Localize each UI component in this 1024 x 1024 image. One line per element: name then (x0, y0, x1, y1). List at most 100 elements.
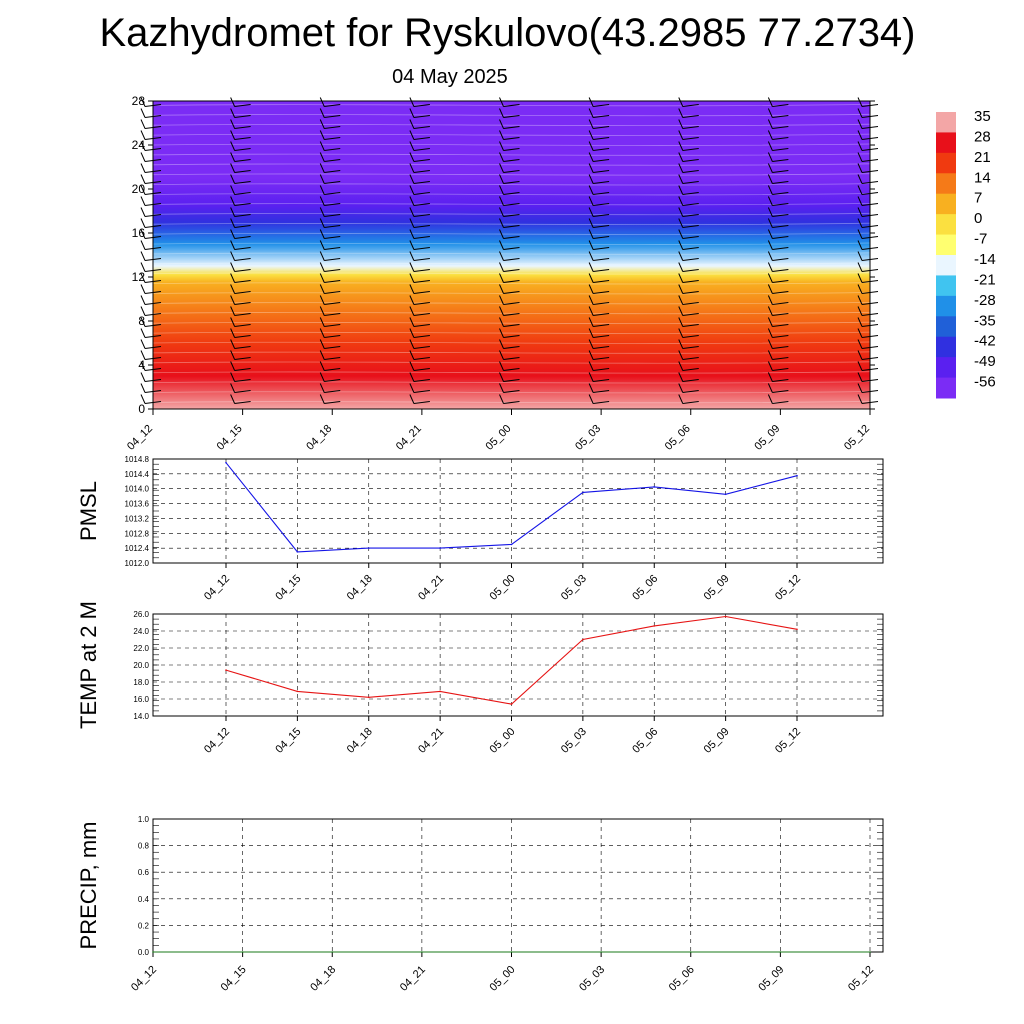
data-point (296, 551, 299, 553)
wind-barb (678, 317, 699, 327)
wind-barb (678, 97, 699, 107)
wind-barb (230, 108, 251, 118)
wind-barb (230, 372, 251, 382)
wind-barb (319, 163, 341, 173)
wind-barb (319, 152, 341, 162)
wind-barb (588, 196, 610, 206)
wind-barb (230, 218, 251, 228)
wind-barb (409, 185, 430, 195)
y-tick-label: 12 (132, 270, 146, 284)
y-axis-title: PMSL (76, 481, 101, 541)
isotherm-line (152, 371, 871, 374)
y-tick-label: 22.0 (133, 644, 149, 653)
wind-barb (588, 141, 610, 151)
wind-barb (678, 207, 699, 217)
colorbar-segment (936, 214, 956, 236)
wind-barb (230, 394, 251, 404)
y-tick-label: 1014.4 (125, 470, 150, 479)
wind-barb (499, 229, 520, 239)
wind-barb (409, 262, 430, 272)
y-tick-label: 28 (132, 94, 146, 108)
isotherm-line (152, 262, 871, 265)
wind-barb (409, 361, 430, 371)
wind-barb (499, 174, 520, 184)
x-tick-label: 05_00 (484, 423, 514, 453)
wind-barb (767, 361, 789, 371)
wind-barb (767, 328, 789, 338)
colorbar-segment (936, 357, 956, 379)
wind-barb (499, 273, 520, 283)
wind-barb (319, 383, 341, 393)
data-point (421, 951, 423, 953)
wind-barb (767, 273, 789, 283)
wind-barb (319, 185, 341, 195)
y-tick-label: 26.0 (133, 610, 149, 619)
wind-barb (588, 229, 610, 239)
wind-barb (230, 328, 251, 338)
data-point (225, 669, 227, 671)
colorbar-segment (936, 234, 956, 256)
wind-barb (499, 295, 520, 305)
wind-barb (230, 262, 251, 272)
x-tick-label: 04_12 (129, 964, 159, 994)
wind-barb (767, 97, 789, 107)
wind-barb (499, 361, 520, 371)
wind-barb (319, 273, 341, 283)
wind-barb (499, 185, 520, 195)
wind-barb (767, 350, 789, 360)
x-tick-label: 05_03 (559, 573, 589, 603)
y-tick-label: 0.4 (138, 895, 150, 904)
data-point (653, 625, 656, 627)
data-point (225, 461, 227, 464)
wind-barb (230, 361, 251, 371)
colorbar-label: -42 (974, 333, 996, 350)
isotherm-line (152, 183, 871, 186)
wind-barb (678, 185, 699, 195)
isotherm-line (152, 282, 871, 285)
wind-barb (678, 372, 699, 382)
wind-barb (319, 108, 341, 118)
wind-barb (409, 196, 430, 206)
wind-barb (499, 251, 520, 261)
wind-barb (409, 350, 430, 360)
data-point (439, 690, 441, 693)
wind-barb (409, 372, 430, 382)
y-tick-label: 0.2 (138, 921, 150, 930)
isotherm-line (152, 331, 871, 334)
wind-barb (409, 284, 430, 294)
colorbar-label: 7 (974, 190, 982, 207)
wind-barb (588, 350, 610, 360)
wind-barb (767, 130, 789, 140)
x-tick-label: 04_21 (394, 423, 424, 453)
wind-barb (678, 295, 699, 305)
wind-barb (767, 262, 789, 272)
wind-barb (767, 229, 789, 239)
x-tick-label: 05_09 (752, 423, 782, 453)
wind-barb (499, 262, 520, 272)
wind-barb (319, 218, 341, 228)
data-point (689, 951, 692, 953)
colorbar-segment (936, 275, 956, 297)
wind-barb (499, 394, 520, 404)
wind-barb (409, 163, 430, 173)
isotherm-line (152, 361, 871, 364)
isotherm-line (152, 123, 871, 127)
wind-barb (230, 163, 251, 173)
y-axis-title: PRECIP, mm (76, 822, 101, 950)
isotherm-line (152, 222, 871, 226)
wind-barb (499, 196, 520, 206)
isotherm-line (152, 311, 871, 315)
wind-barb (409, 339, 430, 349)
plot-frame (152, 613, 884, 717)
y-tick-label: 4 (138, 358, 145, 372)
wind-barb (409, 328, 430, 338)
x-tick-label: 04_21 (416, 573, 446, 603)
cross-section-fill (153, 101, 870, 409)
x-tick-label: 05_12 (773, 726, 803, 756)
y-tick-label: 1014.8 (125, 455, 150, 464)
wind-barb (230, 152, 251, 162)
y-tick-label: 20.0 (133, 661, 149, 670)
wind-barb (588, 284, 610, 294)
chart-title: Kazhydromet for Ryskulovo(43.2985 77.273… (99, 11, 916, 55)
colorbar-segment (936, 173, 956, 195)
